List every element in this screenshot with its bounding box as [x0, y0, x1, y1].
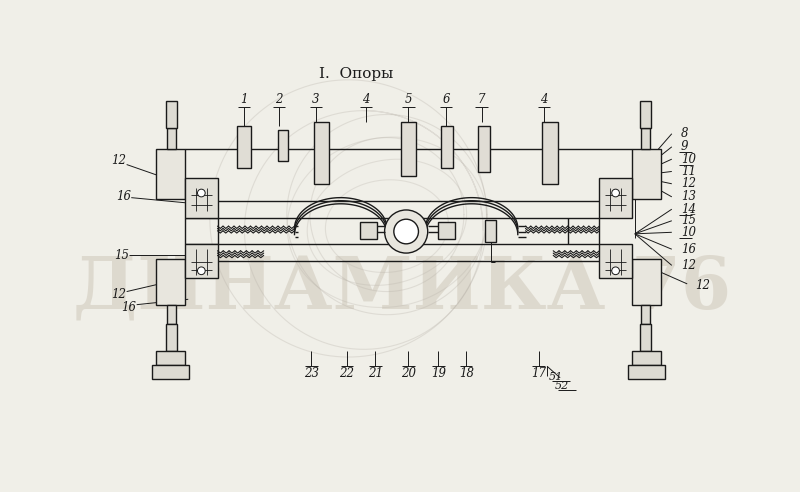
Text: 8: 8 [681, 127, 689, 140]
Text: 17: 17 [531, 368, 546, 380]
Bar [641, 127, 650, 149]
Text: 22: 22 [339, 368, 354, 380]
Bar [438, 222, 455, 239]
Text: 6: 6 [442, 92, 450, 106]
Bar [237, 126, 250, 168]
Text: 13: 13 [681, 190, 696, 203]
Text: 51: 51 [549, 372, 563, 382]
Text: 12: 12 [111, 288, 126, 301]
Circle shape [394, 219, 418, 244]
Bar [156, 259, 185, 306]
Text: 16: 16 [122, 301, 137, 314]
Text: 12: 12 [681, 259, 696, 272]
Bar [185, 244, 218, 278]
Bar [166, 127, 176, 149]
Bar [640, 324, 651, 351]
Bar [599, 244, 632, 278]
Bar [641, 305, 650, 324]
Text: 12: 12 [695, 279, 710, 292]
Bar [486, 220, 496, 242]
Bar [478, 126, 490, 172]
Bar [156, 351, 185, 365]
Bar [185, 179, 218, 218]
Text: 14: 14 [681, 203, 696, 215]
Text: 19: 19 [431, 368, 446, 380]
Text: 16: 16 [116, 189, 131, 203]
Bar [152, 365, 189, 378]
Text: 1: 1 [240, 92, 247, 106]
Text: 12: 12 [111, 154, 126, 167]
Text: 9: 9 [681, 140, 689, 154]
Circle shape [198, 189, 205, 197]
Text: 15: 15 [681, 214, 696, 227]
Bar [632, 351, 661, 365]
Bar [314, 122, 329, 184]
Bar [360, 222, 377, 239]
Text: 23: 23 [304, 368, 319, 380]
Bar [401, 122, 416, 176]
Circle shape [198, 267, 205, 275]
Bar [166, 101, 177, 127]
Text: 5: 5 [405, 92, 412, 106]
Text: 7: 7 [478, 92, 486, 106]
Bar [542, 122, 558, 184]
Text: 3: 3 [312, 92, 320, 106]
Bar [278, 130, 288, 161]
Text: 21: 21 [368, 368, 383, 380]
Bar [166, 324, 177, 351]
Text: 52: 52 [554, 381, 569, 391]
Bar [628, 365, 665, 378]
Text: 2: 2 [275, 92, 283, 106]
Bar [640, 101, 651, 127]
Text: I.  Опоры: I. Опоры [319, 67, 394, 82]
Text: ДИНАМИКА 76: ДИНАМИКА 76 [74, 252, 731, 323]
Text: 11: 11 [681, 165, 696, 178]
Circle shape [612, 267, 619, 275]
Bar [441, 126, 453, 168]
Text: 12: 12 [681, 177, 696, 190]
Bar [166, 305, 176, 324]
Text: 4: 4 [540, 92, 548, 106]
Bar [632, 259, 661, 306]
Text: 20: 20 [401, 368, 416, 380]
Circle shape [385, 210, 428, 253]
Text: 16: 16 [681, 243, 696, 256]
Bar [632, 149, 661, 199]
Bar [599, 179, 632, 218]
Text: 10: 10 [681, 153, 696, 166]
Text: 10: 10 [681, 226, 696, 239]
Circle shape [612, 189, 619, 197]
Text: 18: 18 [458, 368, 474, 380]
Text: 15: 15 [114, 249, 129, 262]
Text: 4: 4 [362, 92, 370, 106]
Bar [156, 149, 185, 199]
